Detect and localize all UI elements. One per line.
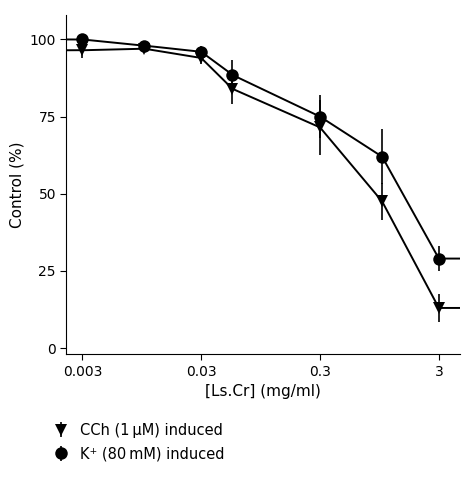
- Legend: CCh (1 μM) induced, K⁺ (80 mM) induced: CCh (1 μM) induced, K⁺ (80 mM) induced: [54, 423, 225, 461]
- Y-axis label: Control (%): Control (%): [9, 141, 24, 228]
- X-axis label: [Ls.Cr] (mg/ml): [Ls.Cr] (mg/ml): [205, 384, 321, 399]
